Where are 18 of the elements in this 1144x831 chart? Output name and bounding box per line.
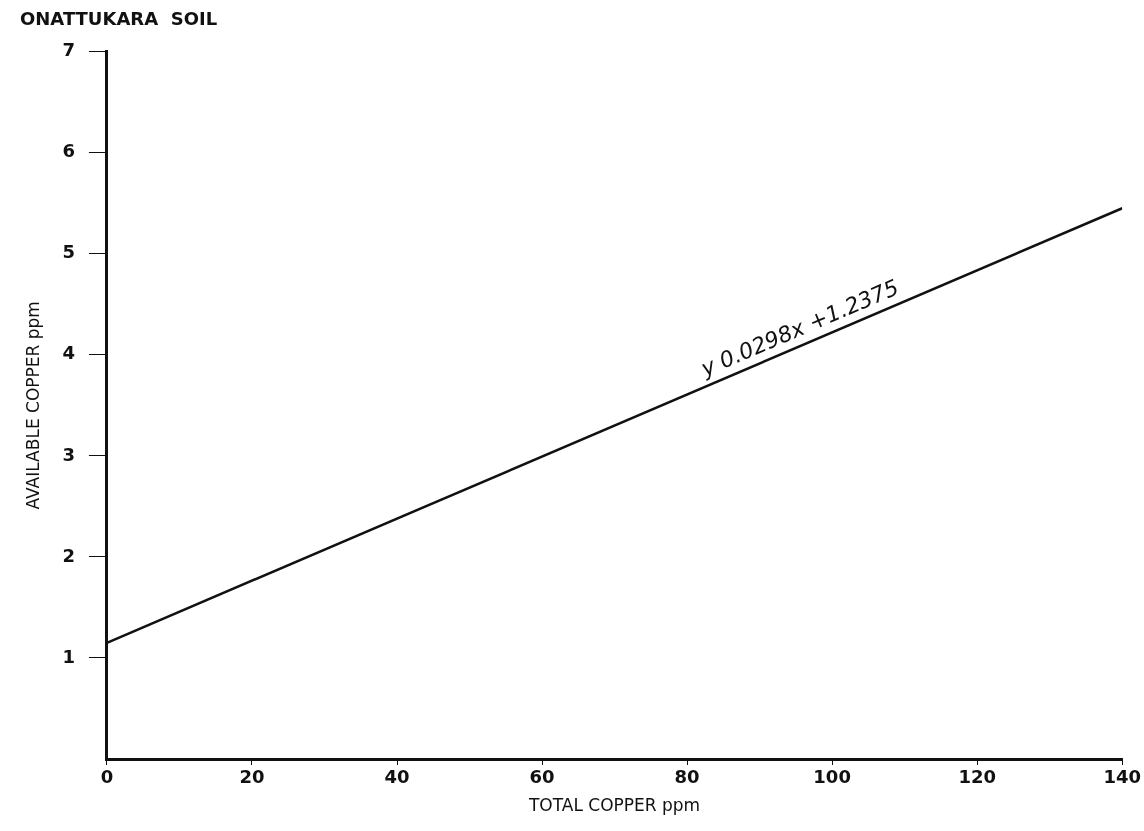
x-tick-label: 120 [958,766,996,788]
x-tick-label: 20 [239,766,265,788]
y-tick-label: 6 [62,140,75,162]
x-tick-label: 60 [529,766,555,788]
y-axis-title: AVAILABLE COPPER ppm [22,301,43,510]
x-tick-label: 0 [100,766,114,788]
y-tick-label: 2 [62,544,75,566]
x-axis-title: TOTAL COPPER ppm [527,795,701,816]
y-tick-label: 5 [62,241,75,263]
x-tick-label: 40 [384,766,410,788]
y-tick-label: 4 [62,342,75,364]
x-tick-label: 140 [1103,766,1141,788]
x-tick-label: 80 [674,766,700,788]
y-tick-label: 3 [62,443,75,465]
x-tick-label: 100 [813,766,851,788]
y-tick-label: 7 [62,39,75,61]
y-tick-label: 1 [62,645,75,667]
chart-title: ONATTUKARA SOIL [20,8,218,30]
